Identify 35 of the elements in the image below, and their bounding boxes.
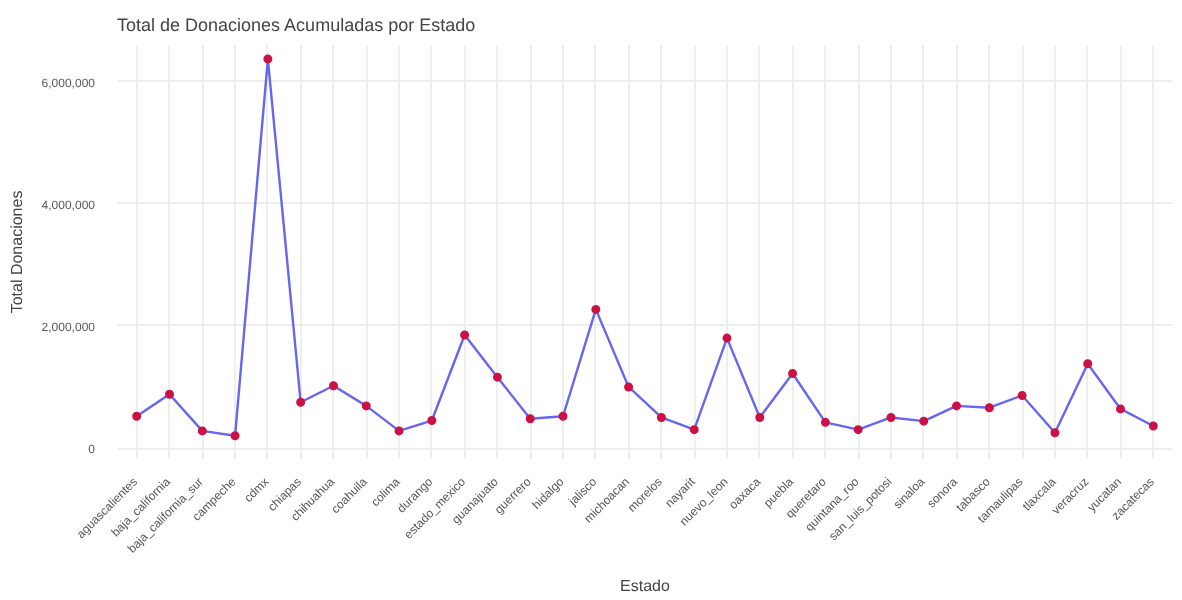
point <box>525 414 535 424</box>
point <box>132 411 142 421</box>
point <box>722 333 732 343</box>
point <box>1017 391 1027 400</box>
point <box>361 401 371 411</box>
point <box>164 389 174 399</box>
chart-title: Total de Donaciones Acumuladas por Estado <box>117 15 476 35</box>
point <box>263 54 273 64</box>
point <box>427 416 437 426</box>
point <box>296 397 306 407</box>
point <box>886 412 896 422</box>
point <box>820 417 830 427</box>
point <box>984 403 994 413</box>
y-axis-title: Total Donaciones <box>7 190 26 314</box>
point <box>328 381 338 391</box>
point <box>788 369 798 379</box>
point <box>624 382 634 392</box>
point <box>853 425 863 435</box>
point <box>952 401 962 411</box>
point <box>197 426 207 436</box>
point <box>1116 404 1126 414</box>
point <box>460 330 470 340</box>
point <box>1050 428 1060 438</box>
x-axis-title: Estado <box>620 576 672 595</box>
point <box>755 412 765 422</box>
point <box>656 412 666 422</box>
point <box>1083 359 1093 369</box>
point <box>394 426 404 436</box>
point <box>230 431 240 441</box>
point <box>492 372 502 382</box>
point <box>919 416 929 426</box>
point <box>558 411 568 421</box>
point <box>591 304 601 314</box>
point <box>689 425 699 435</box>
point <box>1148 421 1158 431</box>
